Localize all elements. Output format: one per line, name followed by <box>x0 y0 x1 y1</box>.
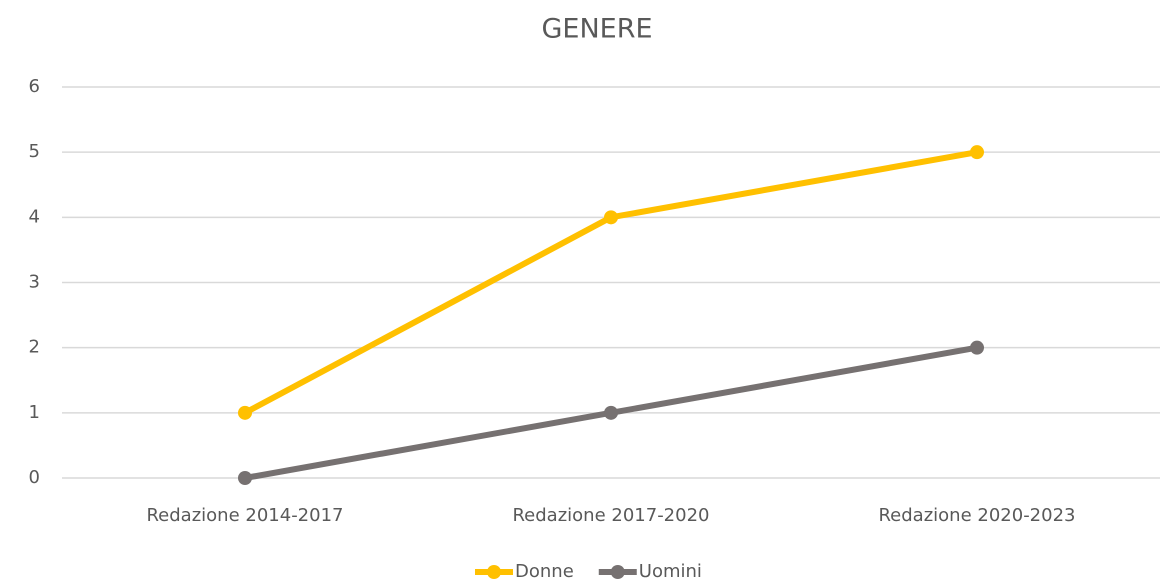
marker <box>970 145 984 160</box>
marker <box>604 405 618 420</box>
y-tick-label: 0 <box>29 467 40 488</box>
y-tick-label: 5 <box>29 141 40 162</box>
marker <box>970 340 984 355</box>
legend-label: Uomini <box>639 561 702 582</box>
y-tick-label: 2 <box>29 337 40 358</box>
x-tick-label: Redazione 2014-2017 <box>146 505 343 526</box>
x-tick-label: Redazione 2017-2020 <box>512 505 709 526</box>
y-tick-label: 3 <box>29 272 40 293</box>
y-tick-label: 6 <box>29 76 40 97</box>
legend-label: Donne <box>515 561 574 582</box>
marker <box>238 471 252 485</box>
legend-marker <box>487 565 501 579</box>
legend-marker <box>610 565 625 579</box>
x-tick-label: Redazione 2020-2023 <box>878 505 1075 526</box>
y-tick-label: 1 <box>29 402 40 423</box>
marker <box>238 405 252 420</box>
chart-title: GENERE <box>541 14 652 45</box>
y-tick-label: 4 <box>29 206 40 227</box>
marker <box>604 210 618 225</box>
